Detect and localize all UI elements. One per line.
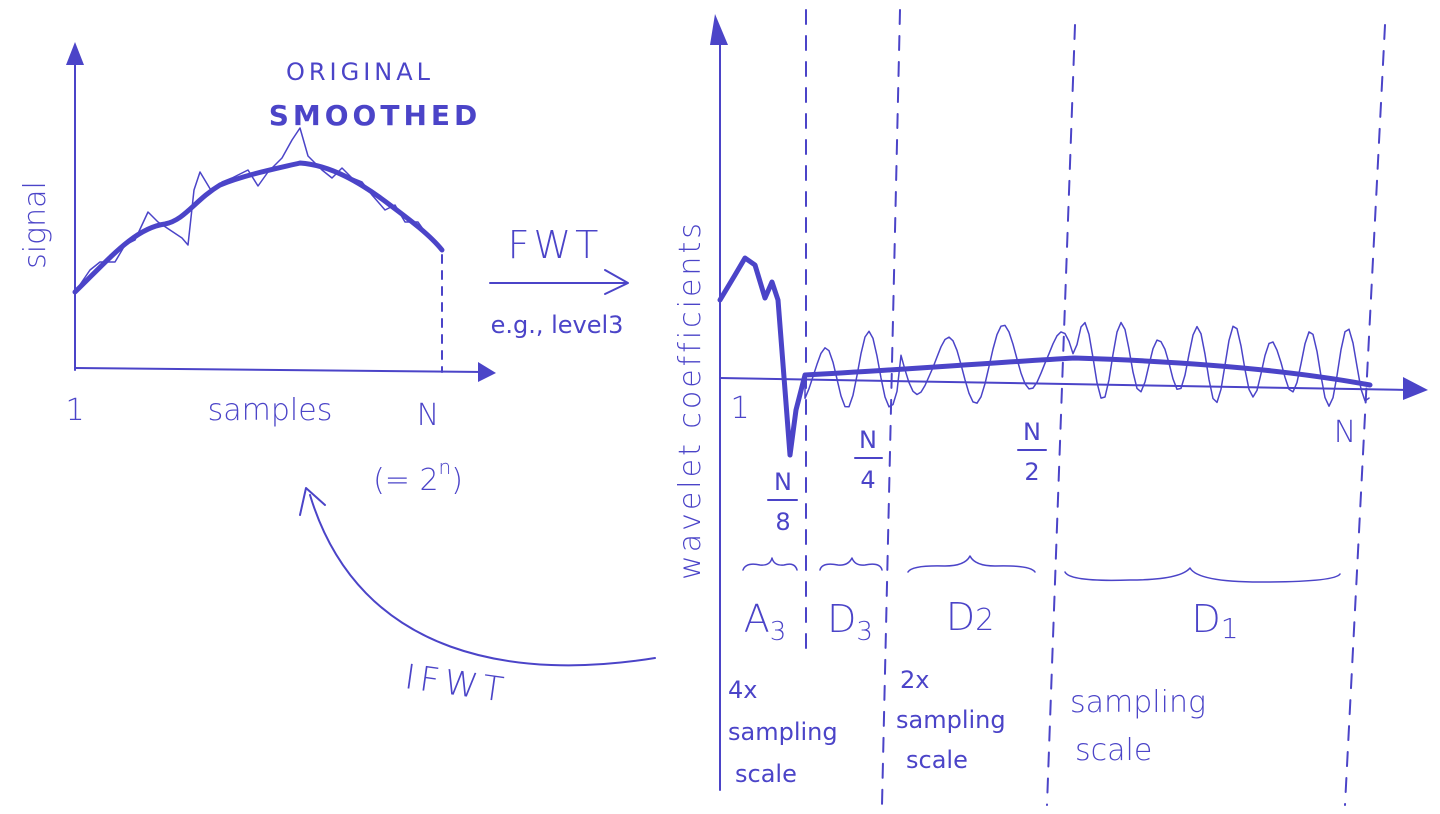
marker-den: 8	[775, 508, 790, 536]
fwt-note: e.g., level3	[491, 311, 624, 339]
y-axis-label: signal	[18, 181, 53, 269]
marker: N 4	[855, 426, 882, 494]
band-label: A3	[744, 597, 787, 647]
detail-coefficients	[805, 323, 1369, 407]
right-plot: wavelet coefficients 1 N N 8 N 4 N 2 A3 …	[673, 10, 1428, 805]
band-note: scale	[906, 746, 968, 774]
brace	[1065, 568, 1340, 582]
arrowhead	[66, 42, 84, 65]
note-close: )	[451, 463, 463, 498]
band-note: sampling	[896, 706, 1006, 734]
x-start-label: 1	[730, 391, 749, 426]
band-letter: D	[827, 597, 856, 641]
x-end-label: N	[1334, 415, 1356, 450]
y-axis-label: wavelet coefficients	[673, 220, 708, 580]
x-axis-label: samples	[208, 393, 333, 428]
arrowhead	[1403, 377, 1428, 400]
marker: N 8	[768, 468, 797, 536]
smoothed-signal	[75, 163, 442, 292]
band-note: 2x	[900, 666, 929, 694]
legend-original: ORIGINAL	[286, 58, 434, 86]
arrowhead	[478, 362, 496, 382]
x-end-note: (= 2n)	[373, 455, 463, 498]
marker-num: N	[774, 468, 792, 496]
ifwt-label: IFWT	[402, 657, 511, 711]
x-start-label: 1	[65, 393, 84, 428]
arrowhead	[710, 14, 728, 45]
legend-smoothed: SMOOTHED	[269, 99, 482, 132]
brace	[820, 558, 882, 570]
approximation-coefficients	[720, 258, 1370, 455]
band-note: scale	[1075, 733, 1152, 768]
band-sub: 1	[1221, 612, 1239, 645]
band-sub: 3	[856, 617, 873, 647]
band-braces	[743, 556, 1340, 582]
band-label: D2	[946, 595, 994, 639]
divider	[882, 10, 900, 805]
x-axis	[720, 378, 1410, 390]
marker: N 2	[1018, 418, 1046, 486]
band-sub: 3	[770, 617, 787, 647]
diagram: ORIGINAL SMOOTHED signal samples 1 N (= …	[0, 0, 1440, 814]
brace	[908, 556, 1035, 572]
inverse-transform: IFWT	[300, 488, 655, 711]
note-open: (= 2	[373, 463, 438, 498]
marker-num: N	[859, 426, 877, 454]
x-end-label: N	[417, 398, 439, 433]
arrow	[310, 495, 655, 665]
band-letter: D	[1191, 597, 1220, 641]
band-note: 4x	[728, 676, 757, 704]
band-label: D1	[1191, 597, 1238, 645]
band-note: sampling	[1070, 685, 1206, 720]
marker-den: 4	[860, 466, 875, 494]
marker-num: N	[1023, 418, 1041, 446]
band-letter: D	[946, 595, 975, 639]
band-letter: A	[744, 597, 770, 641]
left-plot: ORIGINAL SMOOTHED signal samples 1 N (= …	[18, 42, 496, 498]
note-sup: n	[439, 455, 452, 479]
marker-den: 2	[1024, 458, 1039, 486]
forward-transform: FWT e.g., level3	[490, 223, 628, 339]
band-note: scale	[735, 760, 797, 788]
x-axis	[75, 368, 485, 372]
band-note: sampling	[728, 718, 838, 746]
brace	[743, 558, 797, 570]
original-signal	[75, 128, 442, 292]
fwt-label: FWT	[508, 223, 603, 267]
band-label: D3	[827, 597, 873, 647]
band-sub: 2	[975, 603, 994, 638]
